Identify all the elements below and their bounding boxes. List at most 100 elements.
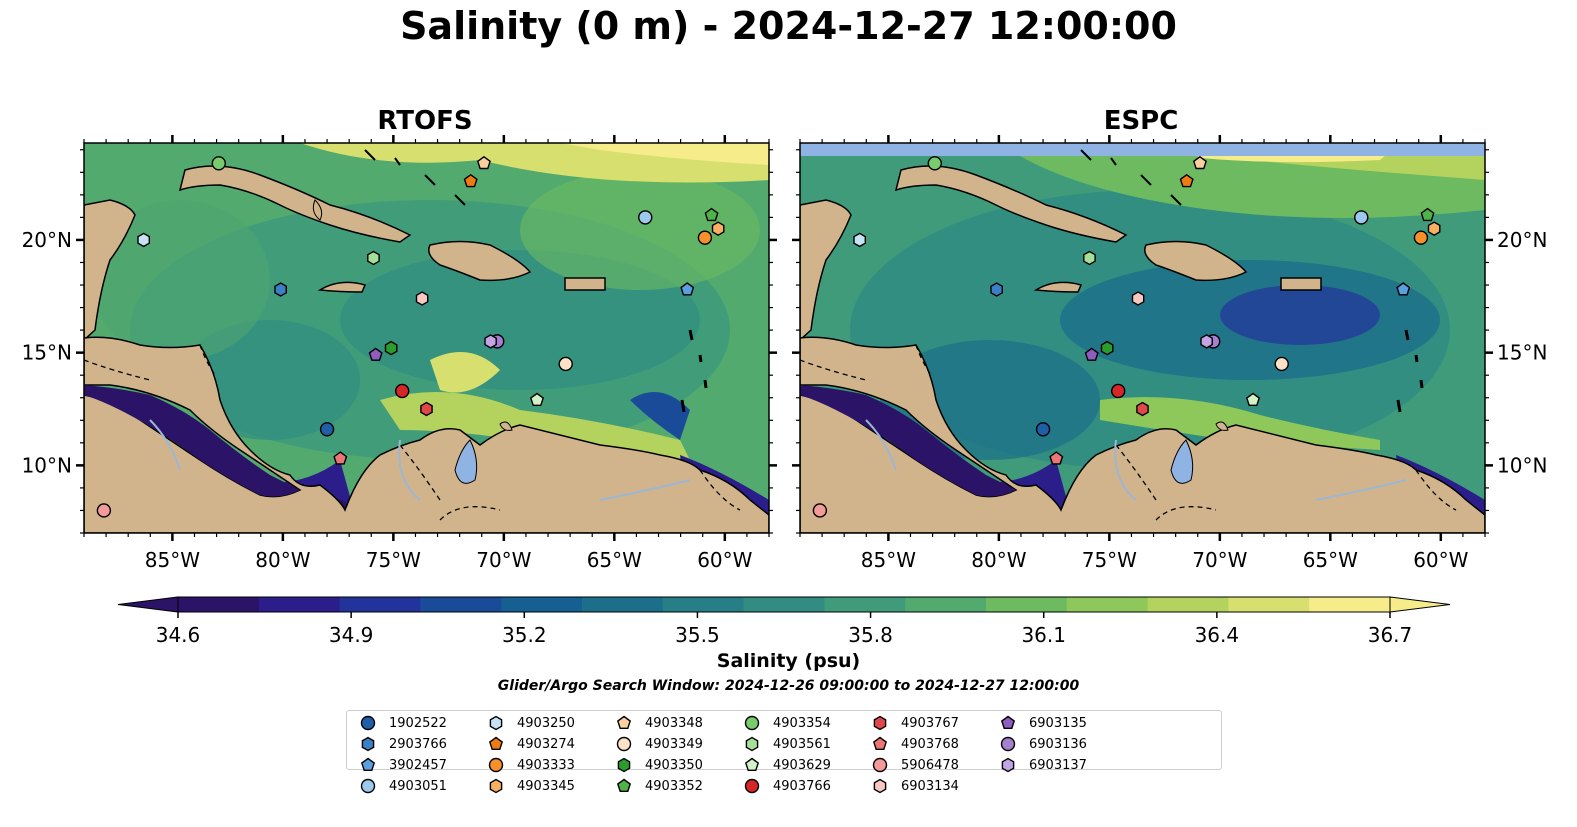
float-marker-4903274 bbox=[463, 173, 478, 188]
legend-marker-pentagon bbox=[616, 778, 632, 793]
colorbar-label: Salinity (psu) bbox=[716, 650, 861, 672]
legend-item-6903136: 6903136 bbox=[997, 734, 1087, 754]
colorbar-segment bbox=[1228, 597, 1310, 612]
float-marker-4903348 bbox=[1192, 155, 1207, 170]
legend-marker-pentagon bbox=[616, 715, 632, 730]
float-marker-4903629 bbox=[529, 392, 545, 406]
legend-marker bbox=[360, 715, 376, 731]
legend-marker-pentagon bbox=[744, 757, 760, 772]
colorbar-segment bbox=[339, 597, 421, 612]
legend-marker-hexagon bbox=[873, 715, 887, 731]
float-marker-1902522 bbox=[319, 422, 335, 437]
legend-item-4903345: 4903345 bbox=[485, 776, 575, 796]
map-panel-rtofs bbox=[83, 142, 770, 534]
legend-item-4903352: 4903352 bbox=[613, 776, 703, 796]
legend-item-6903137: 6903137 bbox=[997, 755, 1087, 775]
lon-tick-label: 75°W bbox=[366, 548, 421, 572]
colorbar-segment bbox=[986, 597, 1068, 612]
legend-marker-circle bbox=[744, 715, 760, 731]
colorbar-tick-label: 36.7 bbox=[1368, 623, 1413, 647]
legend-label: 6903137 bbox=[1029, 757, 1087, 773]
colorbar-extend-high bbox=[1389, 596, 1451, 613]
legend-marker bbox=[360, 778, 376, 794]
colorbar-extend-low bbox=[117, 596, 179, 613]
colorbar-segment bbox=[258, 597, 341, 612]
lon-tick-label: 85°W bbox=[861, 548, 916, 572]
float-marker-4903051 bbox=[638, 210, 653, 225]
legend-marker bbox=[744, 715, 760, 731]
lon-tick-label: 65°W bbox=[1303, 548, 1358, 572]
lat-tick-label: 20°N bbox=[1497, 228, 1547, 252]
legend-marker-pentagon bbox=[488, 736, 504, 751]
float-marker-4903274 bbox=[1179, 173, 1194, 188]
legend-label: 4903629 bbox=[773, 757, 831, 773]
colorbar-frame bbox=[177, 596, 1391, 613]
map-panel-espc bbox=[799, 142, 1486, 534]
float-marker-4903349 bbox=[1274, 356, 1289, 372]
legend-item-4903349: 4903349 bbox=[613, 734, 703, 754]
legend-marker bbox=[616, 736, 632, 752]
colorbar: 34.6 34.9 35.2 35.5 35.8 36.1 36.4 36.7 bbox=[117, 596, 1451, 647]
legend: 1902522 2903766 3902457 4903051 4903250 49032… bbox=[346, 710, 1222, 794]
legend-item-2903766: 2903766 bbox=[357, 734, 447, 754]
colorbar-segment bbox=[662, 597, 745, 612]
legend-marker-pentagon bbox=[360, 757, 376, 772]
float-marker-2903766 bbox=[274, 282, 287, 297]
float-marker-4903766 bbox=[394, 383, 410, 399]
legend-label: 1902522 bbox=[389, 715, 447, 731]
legend-label: 6903134 bbox=[901, 778, 959, 794]
legend-marker-circle bbox=[872, 757, 888, 773]
legend-item-4903348: 4903348 bbox=[613, 713, 703, 733]
lat-tick-label: 10°N bbox=[22, 453, 72, 477]
map-panels: 85°W 80°W 75°W 70°W 65°W 60°W 10°N 15°N 20°N 85°W… bbox=[22, 135, 1547, 572]
legend-marker-hexagon bbox=[873, 778, 887, 794]
legend-marker-circle bbox=[488, 757, 504, 773]
legend-label: 4903767 bbox=[901, 715, 959, 731]
colorbar-segment bbox=[420, 597, 502, 612]
float-marker-6903134 bbox=[415, 291, 429, 306]
lon-tick-label: 70°W bbox=[1192, 548, 1247, 572]
legend-item-4903766: 4903766 bbox=[741, 776, 831, 796]
legend-label: 4903333 bbox=[517, 757, 575, 773]
legend-item-4903333: 4903333 bbox=[485, 755, 575, 775]
float-marker-4903561 bbox=[367, 250, 380, 266]
float-marker-4903561 bbox=[1083, 250, 1096, 266]
float-markers bbox=[96, 155, 1441, 518]
float-marker-2903766 bbox=[990, 282, 1003, 297]
float-marker-4903352 bbox=[1420, 207, 1435, 222]
legend-marker bbox=[872, 736, 888, 751]
panel-title-rtofs: RTOFS bbox=[377, 106, 473, 136]
float-marker-6903134 bbox=[1131, 291, 1145, 306]
legend-item-4903274: 4903274 bbox=[485, 734, 575, 754]
legend-item-4903350: 4903350 bbox=[613, 755, 703, 775]
legend-label: 3902457 bbox=[389, 757, 447, 773]
legend-label: 6903136 bbox=[1029, 736, 1087, 752]
legend-label: 4903274 bbox=[517, 736, 575, 752]
legend-label: 4903250 bbox=[517, 715, 575, 731]
float-marker-4903348 bbox=[476, 155, 491, 170]
legend-label: 4903349 bbox=[645, 736, 703, 752]
legend-marker bbox=[361, 736, 375, 752]
lon-tick-label: 80°W bbox=[971, 548, 1026, 572]
float-marker-4903767 bbox=[420, 401, 433, 417]
legend-item-4903250: 4903250 bbox=[485, 713, 575, 733]
lat-tick-label: 15°N bbox=[22, 341, 72, 365]
legend-marker bbox=[616, 778, 632, 793]
float-marker-6903135 bbox=[1084, 347, 1099, 361]
float-marker-4903345 bbox=[711, 221, 725, 237]
lon-tick-label: 85°W bbox=[145, 548, 200, 572]
float-marker-4903349 bbox=[558, 356, 573, 372]
lat-tick-label: 15°N bbox=[1497, 341, 1547, 365]
colorbar-tick-label: 34.6 bbox=[156, 623, 201, 647]
legend-marker bbox=[872, 757, 888, 773]
legend-marker bbox=[488, 736, 504, 751]
legend-marker bbox=[744, 757, 760, 772]
float-marker-4903629 bbox=[1245, 392, 1261, 406]
colorbar-segment bbox=[743, 597, 825, 612]
lon-tick-label: 80°W bbox=[255, 548, 310, 572]
colorbar-segment bbox=[178, 597, 260, 612]
float-marker-4903766 bbox=[1110, 383, 1126, 399]
legend-item-4903354: 4903354 bbox=[741, 713, 831, 733]
legend-marker bbox=[744, 778, 760, 794]
legend-label: 6903135 bbox=[1029, 715, 1087, 731]
